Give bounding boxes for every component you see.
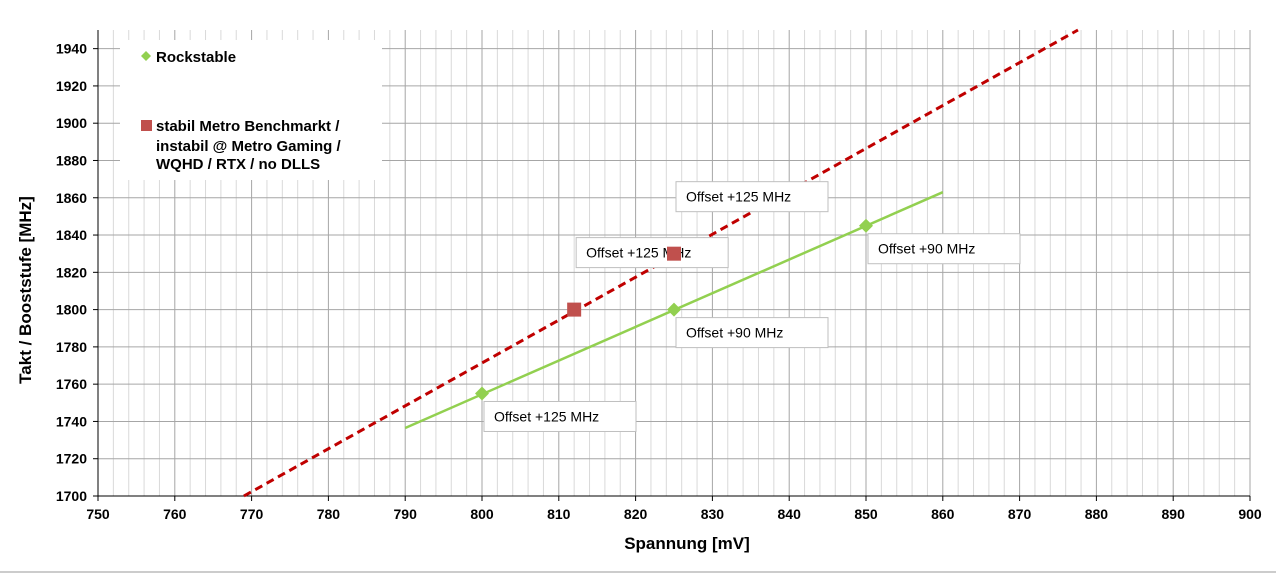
annotation-box	[483, 400, 637, 432]
x-tick-label: 830	[701, 506, 725, 522]
x-tick-label: 890	[1162, 506, 1186, 522]
x-tick-label: 850	[854, 506, 878, 522]
x-tick-label: 770	[240, 506, 264, 522]
x-tick-label: 860	[931, 506, 955, 522]
x-tick-label: 880	[1085, 506, 1109, 522]
legend-label-stabil-metro-line-1: stabil Metro Benchmarkt /	[156, 118, 340, 135]
y-tick-label: 1940	[56, 41, 87, 57]
marker-diamond	[475, 386, 489, 401]
x-tick-label: 810	[547, 506, 571, 522]
x-tick-label: 900	[1238, 506, 1262, 522]
legend: Rockstable stabil Metro Benchmarkt / ins…	[120, 40, 382, 180]
legend-marker-stabil-metro	[141, 120, 152, 131]
legend-label-stabil-metro-line-3: WQHD / RTX / no DLLS	[156, 156, 320, 173]
legend-box	[120, 40, 382, 180]
point-annotation: Offset +125 MHz	[575, 237, 729, 269]
point-annotation: Offset +90 MHz	[867, 233, 1021, 265]
x-tick-label: 800	[470, 506, 494, 522]
x-tick-label: 780	[317, 506, 341, 522]
y-tick-label: 1720	[56, 451, 87, 467]
annotation-text: Offset +90 MHz	[878, 241, 975, 257]
annotation-text: Offset +90 MHz	[686, 325, 783, 341]
marker-diamond	[667, 302, 681, 317]
y-tick-label: 1700	[56, 488, 87, 504]
x-tick-label: 750	[86, 506, 110, 522]
x-tick-label: 820	[624, 506, 648, 522]
y-tick-label: 1820	[56, 264, 87, 280]
y-tick-label: 1780	[56, 339, 87, 355]
legend-marker-rockstable	[141, 51, 151, 61]
x-axis-title: Spannung [mV]	[624, 534, 750, 553]
markers	[475, 218, 873, 401]
marker-diamond	[859, 218, 873, 233]
y-tick-label: 1860	[56, 190, 87, 206]
x-tick-label: 840	[778, 506, 802, 522]
tick-labels: 750 760 770 780 790 800 810 820 830 840 850 860 870 8…	[56, 41, 1262, 522]
x-tick-label: 790	[394, 506, 418, 522]
annotation-box	[575, 237, 729, 269]
point-annotation: Offset +125 MHz	[675, 181, 829, 213]
annotations: Offset +125 MHz Offset +90 MHz Offset +90 …	[483, 181, 1021, 432]
y-tick-label: 1840	[56, 227, 87, 243]
annotation-text: Offset +125 MHz	[686, 189, 791, 205]
legend-label-rockstable: Rockstable	[156, 49, 236, 66]
x-tick-label: 760	[163, 506, 187, 522]
annotation-box	[675, 317, 829, 349]
trendline-series-2	[243, 28, 1079, 498]
point-annotation: Offset +90 MHz	[675, 317, 829, 349]
marker-square	[667, 246, 681, 261]
y-axis-title: Takt / Booststufe [MHz]	[16, 196, 35, 384]
y-tick-label: 1760	[56, 376, 87, 392]
legend-label-stabil-metro-line-2: instabil @ Metro Gaming /	[156, 138, 341, 155]
y-tick-label: 1800	[56, 302, 87, 318]
marker-square	[567, 302, 582, 317]
y-tick-label: 1900	[56, 115, 87, 131]
annotation-box	[675, 181, 829, 213]
annotation-text: Offset +125 MHz	[494, 408, 599, 424]
y-tick-label: 1880	[56, 152, 87, 168]
annotation-box	[867, 233, 1021, 265]
y-tick-label: 1740	[56, 413, 87, 429]
axes	[97, 30, 1250, 497]
y-tick-label: 1920	[56, 78, 87, 94]
annotation-text: Offset +125 MHz	[586, 245, 691, 261]
x-tick-label: 870	[1008, 506, 1032, 522]
point-annotation: Offset +125 MHz	[483, 400, 637, 432]
